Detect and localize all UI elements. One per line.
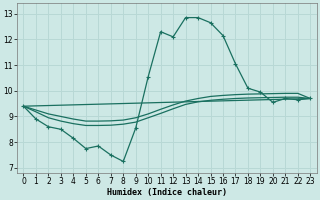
X-axis label: Humidex (Indice chaleur): Humidex (Indice chaleur) bbox=[107, 188, 227, 197]
